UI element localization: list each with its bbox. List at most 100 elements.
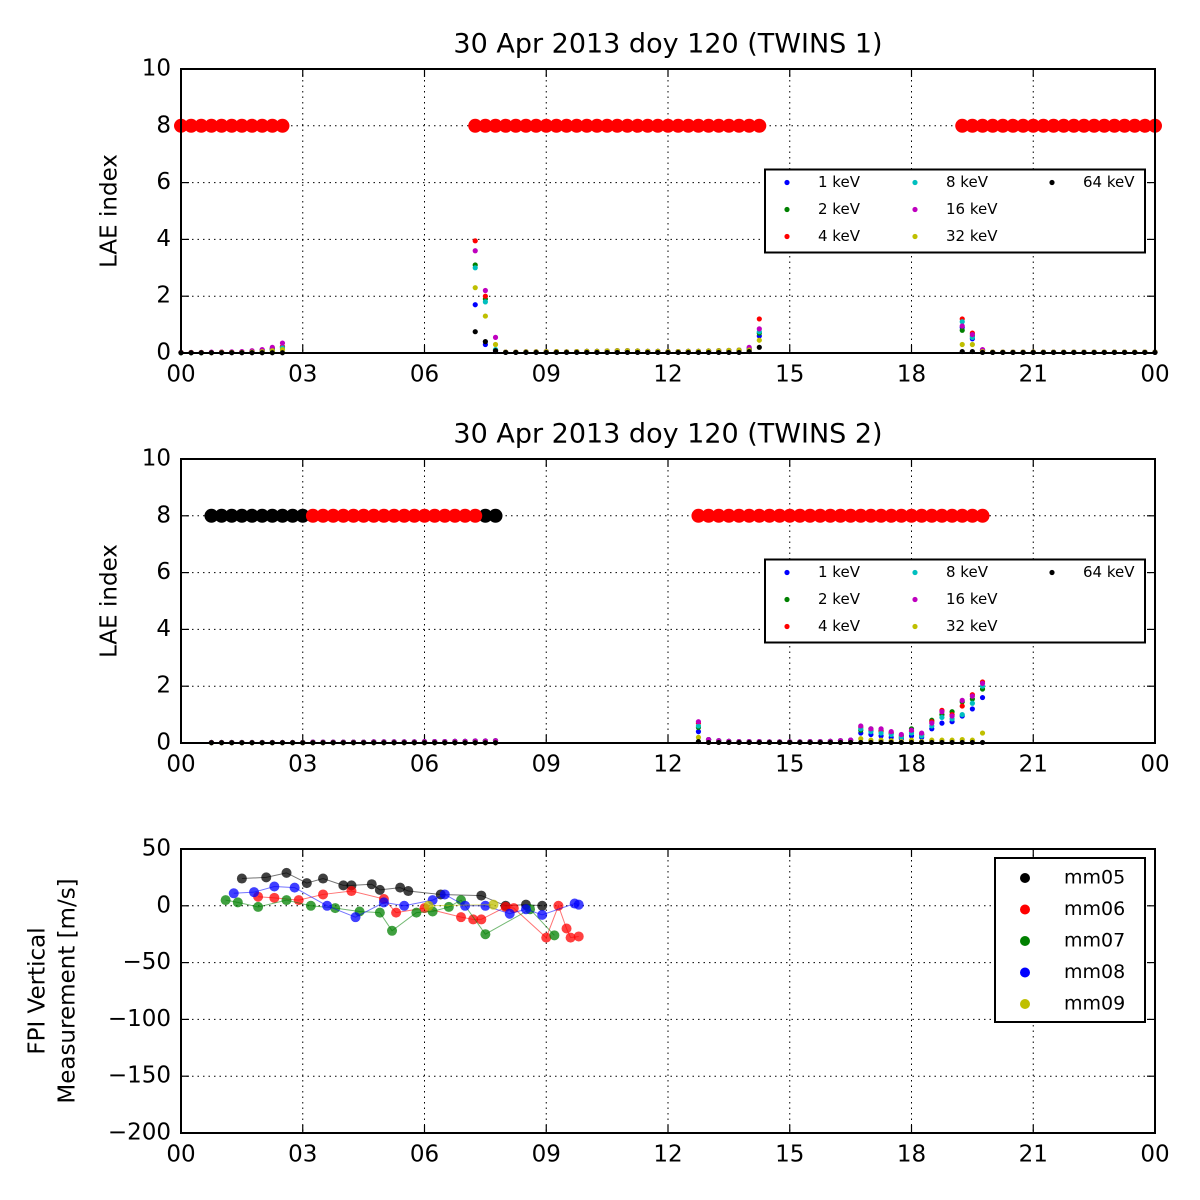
status-marker	[894, 508, 909, 523]
data-point	[919, 730, 925, 736]
data-point	[959, 319, 965, 325]
status-marker	[255, 508, 270, 523]
status-marker	[214, 508, 229, 523]
status-marker	[975, 118, 990, 133]
subplot-title: 30 Apr 2013 doy 120 (TWINS 1)	[453, 29, 882, 60]
legend-marker	[784, 233, 790, 240]
data-point	[541, 932, 552, 943]
status-marker	[823, 508, 838, 523]
data-point	[888, 729, 894, 735]
y-tick-label: −50	[122, 949, 171, 975]
x-tick-label: 15	[775, 362, 804, 388]
data-point	[756, 316, 762, 322]
data-point	[480, 900, 491, 911]
data-point	[472, 285, 478, 291]
data-point	[482, 293, 488, 299]
status-marker	[640, 118, 655, 133]
data-point	[565, 932, 576, 943]
y-tick-label: 10	[142, 56, 171, 82]
status-marker	[1016, 118, 1031, 133]
status-marker	[376, 508, 391, 523]
legend-label: 1 keV	[818, 173, 861, 191]
legend-label: 16 keV	[946, 200, 998, 218]
legend-marker	[784, 569, 790, 576]
data-point	[492, 334, 499, 340]
status-marker	[529, 118, 544, 133]
axes-frame	[180, 848, 1156, 1134]
data-point	[549, 930, 560, 941]
status-marker	[711, 508, 726, 523]
x-tick-label: 03	[288, 362, 317, 388]
status-marker	[955, 118, 970, 133]
data-point	[395, 882, 406, 893]
x-tick-label: 18	[897, 362, 926, 388]
data-point	[868, 726, 874, 732]
status-marker	[204, 118, 219, 133]
legend-marker	[912, 596, 918, 603]
legend-marker	[912, 206, 918, 213]
legend-label: mm09	[1064, 993, 1125, 1015]
data-point	[261, 872, 272, 883]
data-point	[443, 901, 454, 912]
legend-marker	[912, 179, 918, 186]
x-tick-label: 18	[897, 1142, 926, 1168]
legend-marker	[912, 233, 918, 240]
legend-label: 8 keV	[946, 563, 989, 581]
status-marker	[275, 118, 290, 133]
data-point	[898, 731, 904, 738]
status-marker	[1117, 118, 1132, 133]
data-point	[695, 719, 702, 725]
status-marker	[863, 508, 878, 523]
status-marker	[661, 118, 675, 133]
data-point	[969, 693, 975, 699]
data-point	[279, 340, 286, 346]
data-point	[959, 341, 965, 348]
status-marker	[853, 508, 868, 523]
status-marker	[234, 508, 249, 523]
data-point	[403, 886, 414, 897]
status-marker	[711, 118, 726, 133]
status-marker	[265, 508, 280, 523]
status-marker	[914, 508, 929, 523]
y-tick-label: 2	[156, 283, 171, 309]
data-point	[504, 908, 515, 919]
data-point	[338, 880, 349, 891]
status-marker	[1036, 118, 1051, 133]
status-marker	[427, 508, 442, 523]
status-marker	[630, 118, 645, 133]
data-point	[472, 329, 478, 335]
legend-marker	[1020, 873, 1030, 883]
series-line	[225, 899, 555, 936]
y-tick-label: 4	[156, 616, 171, 642]
status-marker	[336, 508, 351, 523]
status-marker	[965, 508, 980, 523]
y-tick-label: 8	[156, 112, 171, 138]
data-point	[537, 909, 548, 920]
y-axis-label: LAE index	[97, 544, 123, 658]
x-tick-label: 18	[897, 752, 926, 778]
x-tick-label: 21	[1019, 752, 1048, 778]
data-point	[969, 700, 975, 706]
x-tick-label: 09	[532, 1142, 561, 1168]
data-point	[460, 900, 471, 911]
data-point	[561, 923, 572, 934]
status-marker	[975, 508, 990, 523]
status-marker	[803, 508, 818, 523]
y-axis-label: LAE index	[97, 154, 123, 268]
x-tick-label: 12	[653, 362, 682, 388]
status-marker	[1005, 118, 1020, 133]
status-marker	[721, 118, 736, 133]
data-point	[399, 900, 410, 911]
status-marker	[681, 118, 696, 133]
data-point	[949, 713, 955, 719]
data-point	[322, 900, 333, 911]
status-marker	[985, 118, 1000, 133]
status-marker	[701, 118, 716, 133]
status-marker	[539, 118, 554, 133]
data-point	[488, 899, 499, 910]
data-point	[482, 339, 488, 345]
data-point	[439, 889, 450, 900]
data-point	[301, 878, 312, 889]
status-marker	[316, 508, 331, 523]
status-marker	[721, 508, 736, 523]
